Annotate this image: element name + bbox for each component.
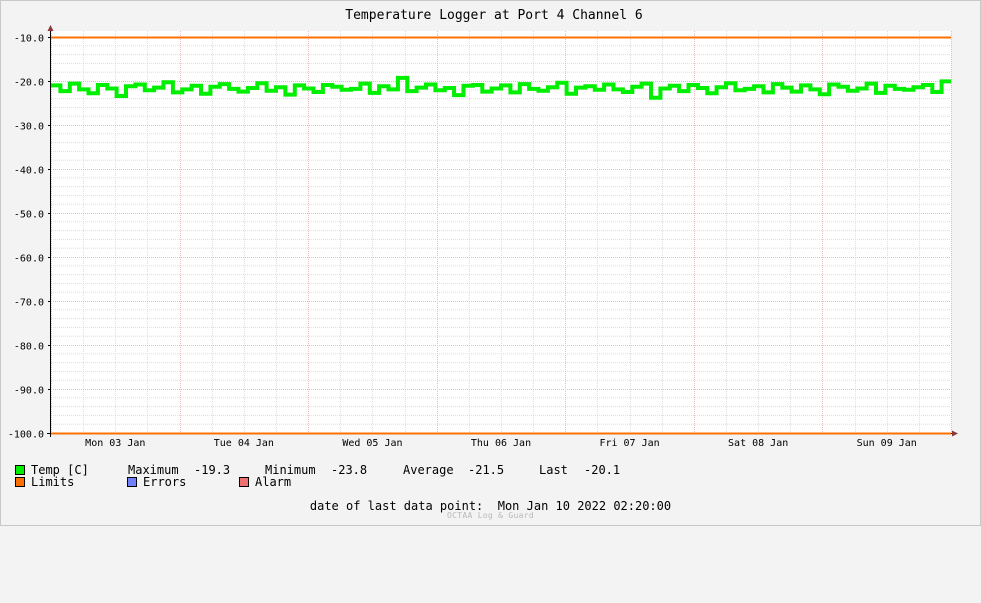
legend-row-1: Temp [C] Maximum -19.3 Minimum -23.8 Ave… <box>15 463 620 477</box>
last-data-point-label: date of last data point: <box>309 499 484 513</box>
stat-last-label: Last <box>539 463 568 477</box>
x-tick-label: Sun 09 Jan <box>857 438 917 449</box>
last-data-point-value: Mon Jan 10 2022 02:20:00 <box>497 499 672 513</box>
legend-row-2: Limits Errors Alarm <box>15 475 291 489</box>
y-tick-label: -80.0 <box>14 342 44 353</box>
stat-last-value: -20.1 <box>584 463 621 477</box>
x-tick-label: Tue 04 Jan <box>214 438 274 449</box>
y-tick-label: -30.0 <box>14 122 44 133</box>
y-axis: -10.0 -20.0 -30.0 -40.0 -50.0 -60.0 -70.0 -80.0… <box>8 25 54 441</box>
grid <box>51 31 952 434</box>
stat-average-value: -21.5 <box>468 463 505 477</box>
legend-alarm: Alarm <box>239 475 291 489</box>
x-tick-label: Sat 08 Jan <box>728 438 788 449</box>
stat-minimum-value: -23.8 <box>331 463 368 477</box>
credit-text: OCTAA Log & Guard <box>447 511 534 520</box>
x-tick-label: Mon 03 Jan <box>85 438 145 449</box>
limits-series <box>51 36 951 435</box>
legend-alarm-label: Alarm <box>255 475 292 489</box>
stat-minimum-label: Minimum <box>265 463 316 477</box>
legend-limits-swatch <box>15 477 25 487</box>
y-tick-label: -20.0 <box>14 78 44 89</box>
stat-average-label: Average <box>403 463 454 477</box>
y-tick-label: -100.0 <box>8 430 44 441</box>
stat-maximum-label: Maximum <box>128 463 179 477</box>
x-tick-label: Thu 06 Jan <box>471 438 531 449</box>
temperature-chart: Temperature Logger at Port 4 Channel 6 -… <box>8 8 958 449</box>
y-tick-label: -50.0 <box>14 210 44 221</box>
legend-limits: Limits <box>15 475 74 489</box>
legend-errors-label: Errors <box>143 475 187 489</box>
x-tick-label: Wed 05 Jan <box>342 438 402 449</box>
y-tick-label: -70.0 <box>14 298 44 309</box>
x-tick-label: Fri 07 Jan <box>599 438 659 449</box>
legend-alarm-swatch <box>239 477 249 487</box>
legend-limits-label: Limits <box>31 475 75 489</box>
y-tick-label: -90.0 <box>14 386 44 397</box>
last-data-point: date of last data point: Mon Jan 10 2022… <box>0 499 981 513</box>
y-tick-label: -60.0 <box>14 254 44 265</box>
temp-line <box>51 75 951 100</box>
y-tick-label: -40.0 <box>14 166 44 177</box>
legend-temp: Temp [C] <box>15 463 89 477</box>
legend-errors-swatch <box>127 477 137 487</box>
stat-maximum-value: -19.3 <box>194 463 231 477</box>
x-axis-arrow <box>952 430 958 437</box>
temp-series <box>51 75 951 100</box>
y-axis-arrow <box>47 25 54 31</box>
legend-temp-label: Temp [C] <box>31 463 89 477</box>
y-tick-label: -10.0 <box>14 34 44 45</box>
legend-errors: Errors <box>127 475 186 489</box>
legend-temp-swatch <box>15 465 25 475</box>
chart-title: Temperature Logger at Port 4 Channel 6 <box>345 8 642 23</box>
